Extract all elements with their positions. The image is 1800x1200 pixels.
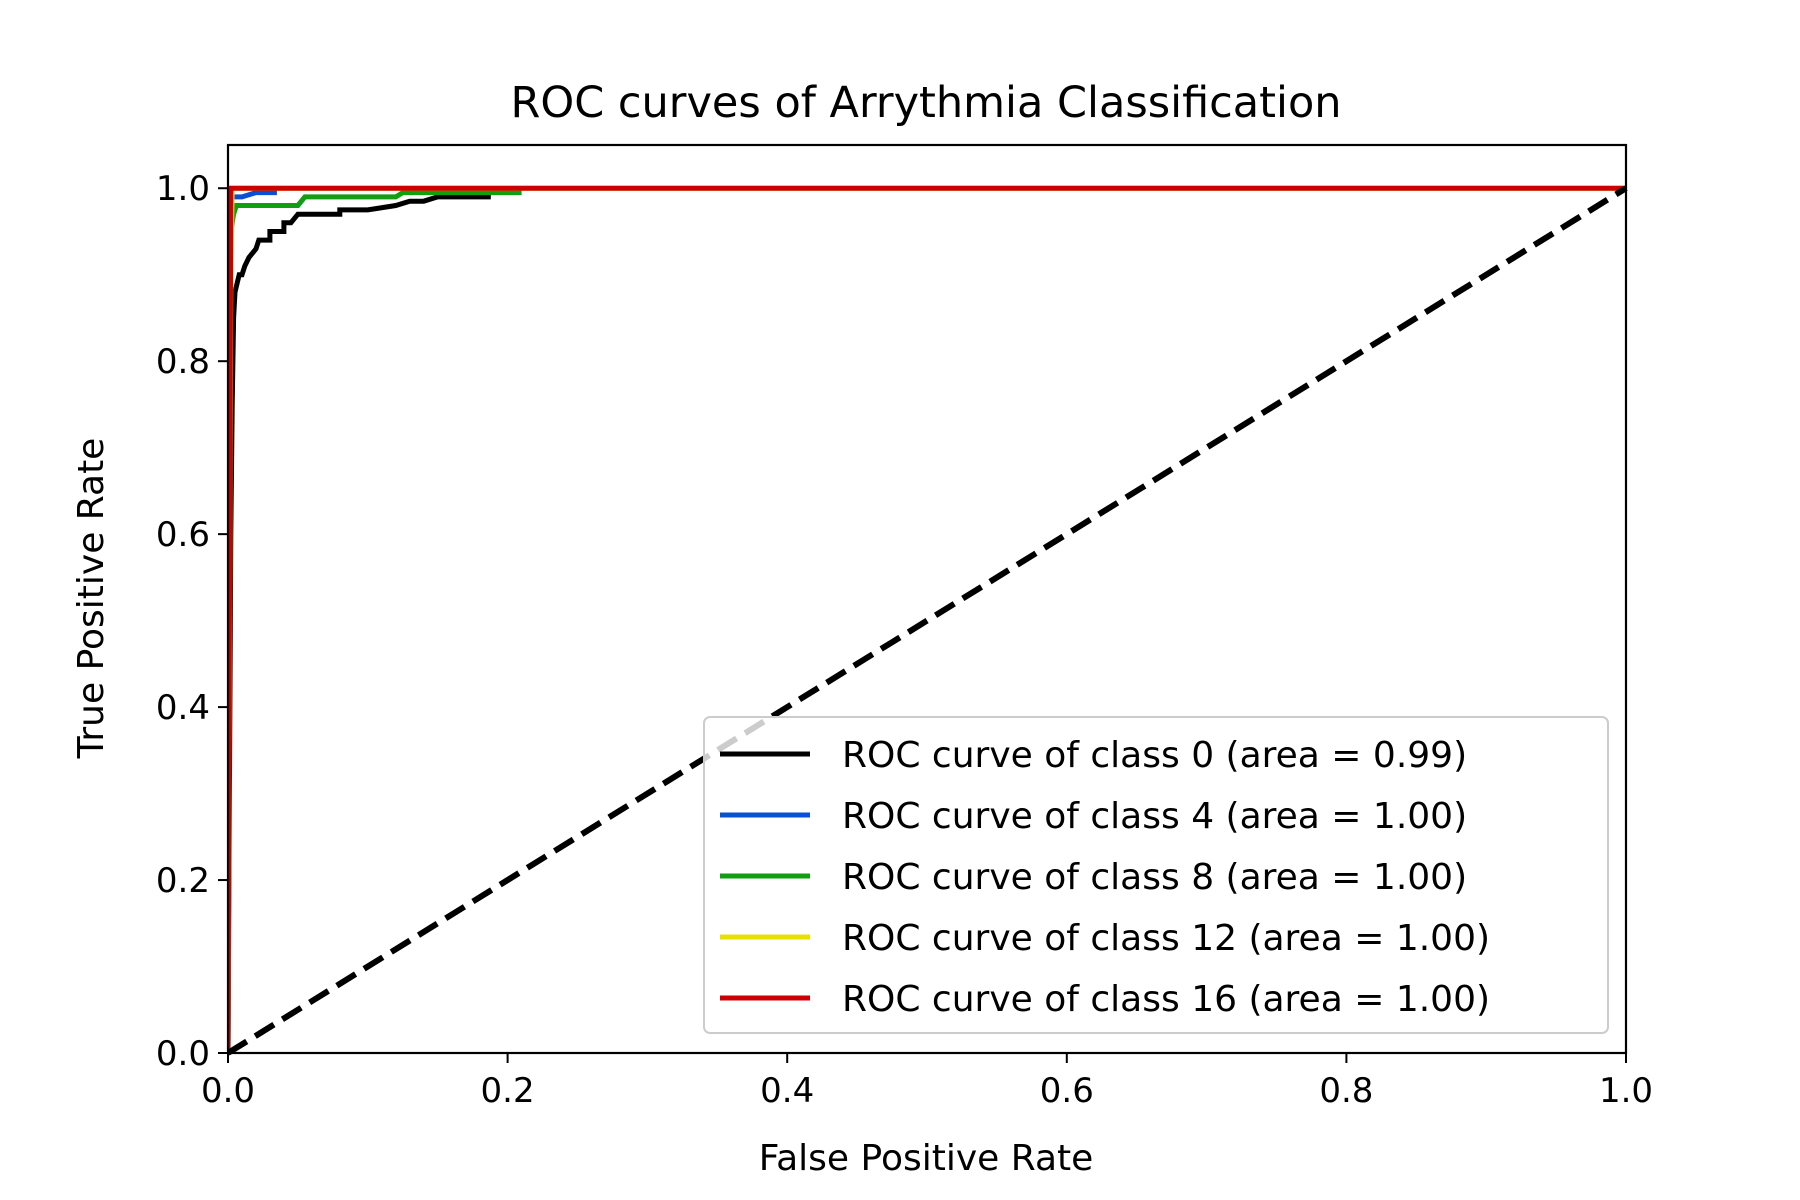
chart-title: ROC curves of Arrythmia Classification (510, 78, 1341, 128)
chance-diagonal-line (228, 185, 1628, 1056)
legend-label: ROC curve of class 0 (area = 0.99) (842, 735, 1467, 776)
x-tick-label: 0.0 (201, 1071, 255, 1111)
x-tick-label: 0.6 (1040, 1071, 1094, 1111)
legend-label: ROC curve of class 8 (area = 1.00) (842, 857, 1467, 898)
y-tick-label: 0.4 (156, 688, 210, 728)
x-tick-label: 1.0 (1599, 1071, 1653, 1111)
legend-label: ROC curve of class 16 (area = 1.00) (842, 979, 1490, 1020)
x-axis-label: False Positive Rate (759, 1138, 1094, 1179)
x-tick-label: 0.8 (1319, 1071, 1373, 1111)
x-tick-label: 0.4 (760, 1071, 814, 1111)
y-tick-label: 0.8 (156, 342, 210, 382)
legend-label: ROC curve of class 12 (area = 1.00) (842, 918, 1490, 959)
legend: ROC curve of class 0 (area = 0.99) ROC cu… (703, 716, 1609, 1034)
legend-box (703, 716, 1609, 1034)
series-group (228, 185, 1628, 1056)
axes-frame (226, 143, 1628, 1055)
y-tick-label: 0.0 (156, 1034, 210, 1074)
legend-label: ROC curve of class 4 (area = 1.00) (842, 796, 1467, 837)
y-tick-label: 0.6 (156, 515, 210, 555)
y-tick-label: 1.0 (156, 169, 210, 209)
roc-line-series-0 (228, 194, 491, 1054)
x-tick-label: 0.2 (481, 1071, 535, 1111)
y-tick-label: 0.2 (156, 861, 210, 901)
y-axis-label: True Positive Rate (71, 438, 112, 760)
